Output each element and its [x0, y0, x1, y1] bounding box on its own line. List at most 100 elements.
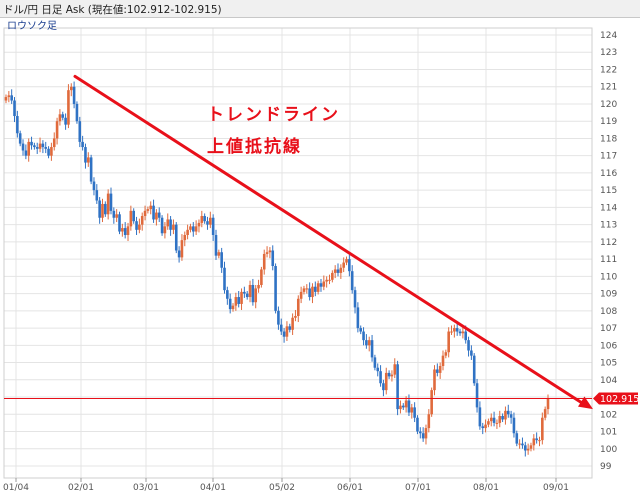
candle — [95, 184, 99, 204]
candle-body — [78, 121, 82, 142]
candle-body — [240, 291, 243, 304]
candle-body — [257, 284, 260, 289]
candle-body — [4, 97, 8, 101]
candle-body — [214, 234, 218, 256]
candle-body — [152, 205, 155, 220]
y-tick-label: 121 — [600, 83, 617, 93]
candle — [481, 422, 485, 435]
y-tick-label: 117 — [600, 152, 617, 162]
candle — [30, 136, 33, 150]
candle — [78, 116, 82, 148]
candle-body — [135, 221, 138, 230]
candle — [126, 222, 130, 242]
candle — [69, 83, 73, 97]
y-tick-label: 124 — [600, 31, 617, 41]
candle — [109, 187, 113, 215]
candle — [447, 327, 450, 358]
candle-body — [455, 328, 459, 332]
annotation-trendline: トレンドライン — [207, 105, 340, 125]
candle — [532, 434, 536, 451]
candle — [433, 365, 436, 396]
candle — [44, 141, 48, 154]
candle-body — [220, 252, 223, 268]
candle-body — [348, 259, 351, 272]
x-tick-label: 09/01 — [543, 483, 569, 493]
candle-body — [132, 210, 135, 222]
candle — [220, 247, 223, 273]
candle-body — [481, 426, 485, 429]
candle — [311, 283, 314, 304]
candle-body — [16, 116, 19, 134]
candle-body — [498, 416, 502, 423]
candle-body — [226, 290, 229, 299]
candle — [38, 137, 42, 153]
candle-body — [81, 141, 84, 148]
candle-body — [464, 331, 468, 341]
candle — [262, 249, 266, 275]
candle — [319, 278, 323, 292]
candle-body — [504, 410, 507, 420]
candle-body — [399, 405, 402, 410]
candle-body — [129, 210, 133, 227]
candle-body — [55, 121, 59, 139]
candle — [72, 81, 76, 109]
candle-body — [30, 141, 33, 146]
candle-body — [541, 417, 544, 441]
candle — [325, 276, 328, 288]
y-tick-label: 120 — [600, 100, 617, 110]
chart-type-label: ロウソク足 — [7, 20, 57, 32]
candle-body — [543, 409, 547, 418]
candle — [370, 334, 374, 362]
candle — [118, 211, 121, 235]
candle-body — [69, 86, 73, 91]
candle — [7, 91, 11, 103]
candle — [52, 132, 56, 151]
candle — [240, 288, 243, 310]
candle — [41, 140, 45, 154]
candle — [345, 256, 348, 266]
candle — [129, 205, 133, 231]
candle — [55, 117, 59, 145]
candle-body — [512, 417, 516, 434]
candle — [226, 286, 229, 305]
candle-body — [447, 331, 450, 353]
candle — [339, 264, 343, 279]
candle-body — [424, 428, 428, 439]
price-chart[interactable]: ロウソク足 1241231221211201191181171161151141… — [0, 18, 640, 494]
candle-body — [441, 355, 445, 367]
candle — [353, 286, 357, 314]
candle-body — [461, 331, 465, 334]
candle-body — [274, 266, 277, 311]
candle — [376, 363, 380, 377]
candle — [254, 284, 258, 309]
candle-body — [84, 147, 87, 163]
candle-body — [339, 267, 343, 273]
candle — [98, 197, 101, 224]
candle-body — [121, 228, 124, 232]
candle — [271, 245, 275, 271]
candle-body — [271, 250, 275, 267]
candle — [143, 205, 147, 221]
candle-body — [470, 350, 473, 356]
candle-body — [33, 145, 36, 148]
candle — [106, 189, 110, 220]
candle — [328, 274, 331, 285]
candle — [268, 247, 272, 259]
candle — [379, 365, 382, 387]
candle — [501, 413, 504, 423]
candle — [331, 270, 334, 283]
candle-body — [183, 234, 187, 241]
candle — [436, 363, 439, 377]
candle-body — [467, 340, 470, 351]
candle-body — [265, 252, 269, 254]
candle-body — [237, 297, 240, 304]
candle-body — [138, 224, 141, 230]
candle-body — [294, 316, 297, 318]
candle-body — [186, 229, 189, 235]
candle-body — [404, 400, 408, 408]
candle-body — [376, 367, 380, 372]
candle-body — [44, 147, 48, 149]
candle-body — [169, 219, 172, 230]
candle-body — [89, 157, 93, 182]
candle — [302, 285, 306, 295]
